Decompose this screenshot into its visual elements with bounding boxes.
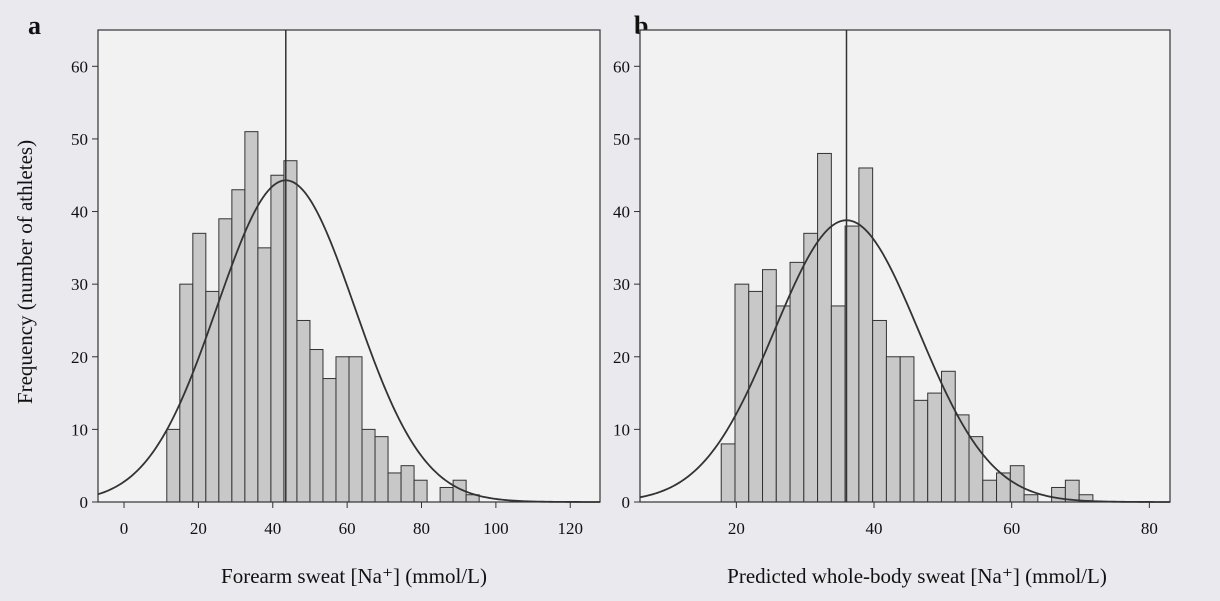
- histogram-bar: [361, 428, 376, 503]
- histogram-bar: [348, 356, 363, 503]
- histogram-bar: [982, 479, 998, 503]
- histogram-bar: [899, 356, 915, 503]
- histogram-bar: [817, 152, 832, 503]
- histogram-bar: [775, 305, 791, 503]
- histogram-bar: [830, 305, 846, 503]
- y-axis-label: Frequency (number of athletes): [13, 140, 37, 404]
- histogram-bar: [872, 319, 887, 503]
- histogram-bar: [1023, 494, 1039, 503]
- histogram-bar: [885, 356, 901, 503]
- histogram-bar: [374, 436, 389, 503]
- y-tick-label: 60: [71, 57, 88, 76]
- histogram-bar: [205, 290, 220, 503]
- y-tick-label: 30: [613, 275, 630, 294]
- y-tick-label: 50: [613, 130, 630, 149]
- y-tick-label: 60: [613, 57, 630, 76]
- histogram-bar: [762, 269, 777, 503]
- y-tick-label: 40: [71, 203, 88, 222]
- panel-a: a Frequency (number of athletes) Forearm…: [13, 11, 601, 588]
- histogram-bar: [858, 167, 874, 503]
- histogram-bar: [720, 443, 736, 503]
- histogram-bar: [940, 370, 956, 503]
- histogram-bar: [309, 349, 324, 503]
- x-tick-label: 80: [413, 519, 430, 538]
- histogram-bar: [439, 486, 454, 503]
- histogram-bar: [218, 218, 233, 503]
- histogram-bar: [748, 290, 764, 503]
- panel-b: b Predicted whole-body sweat [Na⁺] (mmol…: [613, 11, 1171, 588]
- y-tick-label: 20: [613, 348, 630, 367]
- x-tick-label: 20: [190, 519, 207, 538]
- y-tick-label: 40: [613, 203, 630, 222]
- panel-letter-a: a: [28, 11, 41, 40]
- x-axis-label-b: Predicted whole-body sweat [Na⁺] (mmol/L…: [727, 564, 1107, 588]
- x-tick-label: 20: [728, 519, 745, 538]
- plot-frame-b: [639, 29, 1171, 503]
- normal-curve: [97, 179, 600, 503]
- histogram-bar: [1051, 486, 1066, 503]
- y-tick-label: 10: [613, 420, 630, 439]
- histogram-bar: [244, 131, 259, 503]
- y-tick-label: 0: [80, 493, 89, 512]
- x-axis-label-a: Forearm sweat [Na⁺] (mmol/L): [221, 564, 487, 588]
- y-tick-label: 20: [71, 348, 88, 367]
- x-tick-label: 40: [866, 519, 883, 538]
- histogram-bar: [913, 399, 929, 503]
- histogram-bar: [927, 392, 942, 503]
- histogram-bar: [296, 319, 311, 503]
- histogram-bar: [789, 261, 805, 503]
- histogram-bar: [270, 174, 285, 503]
- x-tick-label: 60: [1003, 519, 1020, 538]
- histogram-bar: [400, 465, 415, 503]
- histogram-bar: [803, 232, 819, 503]
- y-tick-label: 0: [622, 493, 631, 512]
- histogram-bar: [335, 356, 350, 503]
- histogram-bar: [166, 428, 181, 503]
- x-tick-label: 0: [120, 519, 129, 538]
- histogram-bar: [257, 247, 272, 503]
- x-tick-label: 60: [339, 519, 356, 538]
- y-tick-label: 50: [71, 130, 88, 149]
- histogram-bar: [996, 472, 1011, 503]
- x-tick-label: 100: [483, 519, 509, 538]
- x-tick-label: 120: [558, 519, 584, 538]
- plot-frame-a: [97, 29, 601, 503]
- histogram-bar: [179, 283, 194, 503]
- normal-curve: [639, 219, 1170, 503]
- histogram-bar: [322, 378, 337, 503]
- x-tick-label: 80: [1141, 519, 1158, 538]
- histogram-bar: [954, 414, 970, 503]
- y-tick-label: 10: [71, 420, 88, 439]
- y-tick-label: 30: [71, 275, 88, 294]
- histogram-bar: [387, 472, 402, 503]
- x-tick-label: 40: [264, 519, 281, 538]
- histogram-bar: [413, 479, 428, 503]
